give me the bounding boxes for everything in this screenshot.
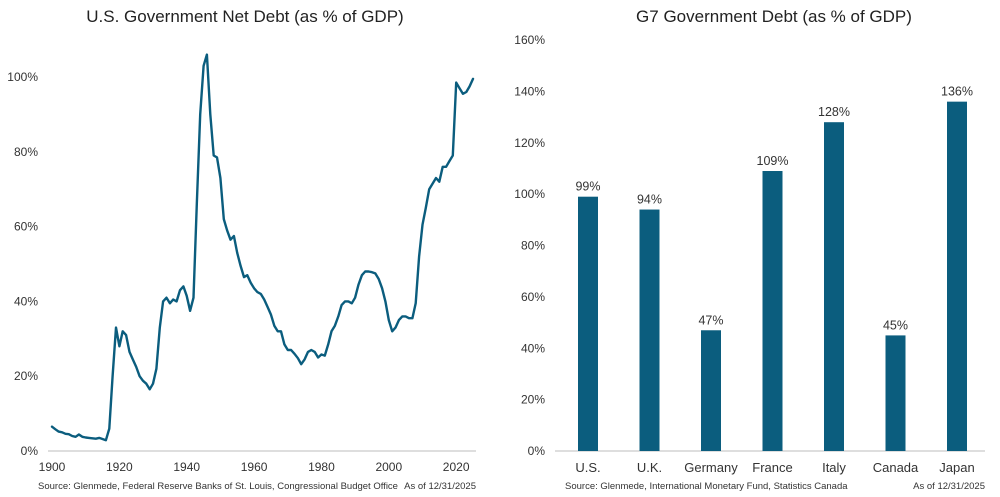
line-series-net-debt: [50, 53, 475, 442]
line-chart-y-ticks: 0% 20% 40% 60% 80% 100%: [7, 70, 38, 458]
bar-category-label: Italy: [822, 460, 846, 475]
line-y-tick-label: 40%: [14, 294, 38, 308]
bar-chart-source: Source: Glenmede, International Monetary…: [565, 481, 848, 492]
bar-value-label: 45%: [883, 318, 908, 332]
line-chart-source: Source: Glenmede, Federal Reserve Banks …: [38, 481, 398, 492]
line-x-tick-label: 2020: [443, 460, 470, 474]
bar-category-label: France: [752, 460, 792, 475]
line-chart-title: U.S. Government Net Debt (as % of GDP): [86, 7, 403, 26]
bar-y-tick-label: 140%: [514, 84, 545, 98]
bar-value-label: 109%: [757, 154, 789, 168]
bar-value-label: 136%: [941, 85, 973, 99]
line-x-tick-label: 1940: [173, 460, 200, 474]
bar-y-tick-label: 100%: [514, 187, 545, 201]
line-x-tick-label: 1900: [39, 460, 66, 474]
bar-uk: [639, 209, 660, 451]
bar-value-label: 94%: [637, 193, 662, 207]
line-y-tick-label: 60%: [14, 220, 38, 234]
bar-japan: [947, 101, 967, 452]
bar-y-tick-label: 60%: [521, 290, 545, 304]
line-chart: U.S. Government Net Debt (as % of GDP) 0…: [7, 7, 476, 492]
line-x-tick-label: 1920: [106, 460, 133, 474]
bar-y-tick-label: 20%: [521, 393, 545, 407]
bar-chart-asof: As of 12/31/2025: [913, 481, 985, 492]
bar-value-label: 47%: [698, 313, 723, 327]
bar-category-label: Canada: [873, 460, 919, 475]
bar-chart-title: G7 Government Debt (as % of GDP): [636, 7, 912, 26]
bar-us: [578, 196, 598, 451]
bar-france: [762, 171, 783, 451]
bar-germany: [701, 330, 721, 451]
line-chart-asof: As of 12/31/2025: [404, 481, 476, 492]
bar-y-tick-label: 40%: [521, 341, 545, 355]
line-chart-x-ticks: 1900 1920 1940 1960 1980 2000 2020: [39, 460, 470, 474]
bar-y-tick-label: 80%: [521, 239, 545, 253]
line-x-tick-label: 1960: [241, 460, 268, 474]
bar-italy: [824, 122, 844, 451]
bar-chart: G7 Government Debt (as % of GDP) 0% 20% 40…: [514, 7, 985, 492]
line-x-tick-label: 1980: [308, 460, 335, 474]
bar-y-tick-label: 120%: [514, 136, 545, 150]
bar-value-label: 128%: [818, 105, 850, 119]
bar-chart-bars: 99% U.S. 94% U.K. 47% Germany 109% France 128% It…: [575, 85, 974, 475]
bar-canada: [885, 335, 906, 451]
line-y-tick-label: 80%: [14, 145, 38, 159]
line-y-tick-label: 20%: [14, 369, 38, 383]
bar-value-label: 99%: [575, 180, 600, 194]
bar-category-label: Japan: [939, 460, 974, 475]
bar-y-tick-label: 0%: [528, 444, 546, 458]
bar-category-label: U.K.: [637, 460, 662, 475]
bar-category-label: Germany: [684, 460, 738, 475]
line-x-tick-label: 2000: [375, 460, 402, 474]
bar-chart-y-ticks: 0% 20% 40% 60% 80% 100% 120% 140% 160%: [514, 33, 545, 458]
bar-category-label: U.S.: [575, 460, 600, 475]
line-y-tick-label: 100%: [7, 70, 38, 84]
line-y-tick-label: 0%: [21, 444, 39, 458]
bar-y-tick-label: 160%: [514, 33, 545, 47]
